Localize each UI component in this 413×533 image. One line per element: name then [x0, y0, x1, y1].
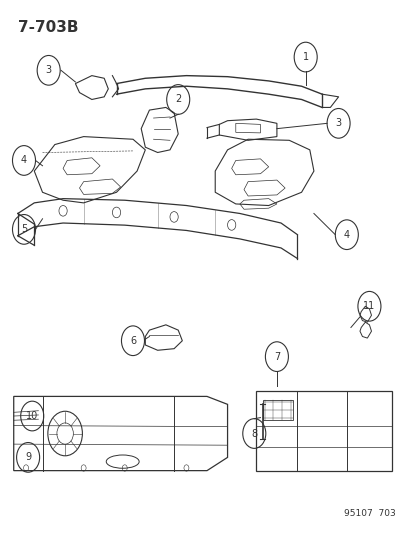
Text: 7-703B: 7-703B	[18, 20, 78, 35]
Text: 9: 9	[25, 453, 31, 463]
Text: 6: 6	[130, 336, 136, 346]
Text: 1: 1	[302, 52, 308, 62]
Text: 4: 4	[343, 230, 349, 240]
Text: 10: 10	[26, 411, 38, 421]
Text: 8: 8	[251, 429, 257, 439]
Text: 7: 7	[273, 352, 279, 361]
Text: 3: 3	[45, 66, 52, 75]
Text: 4: 4	[21, 156, 27, 165]
Text: 95107  703: 95107 703	[344, 510, 395, 519]
Text: 3: 3	[335, 118, 341, 128]
Text: 5: 5	[21, 224, 27, 235]
Text: 2: 2	[175, 94, 181, 104]
Text: 11: 11	[363, 301, 375, 311]
